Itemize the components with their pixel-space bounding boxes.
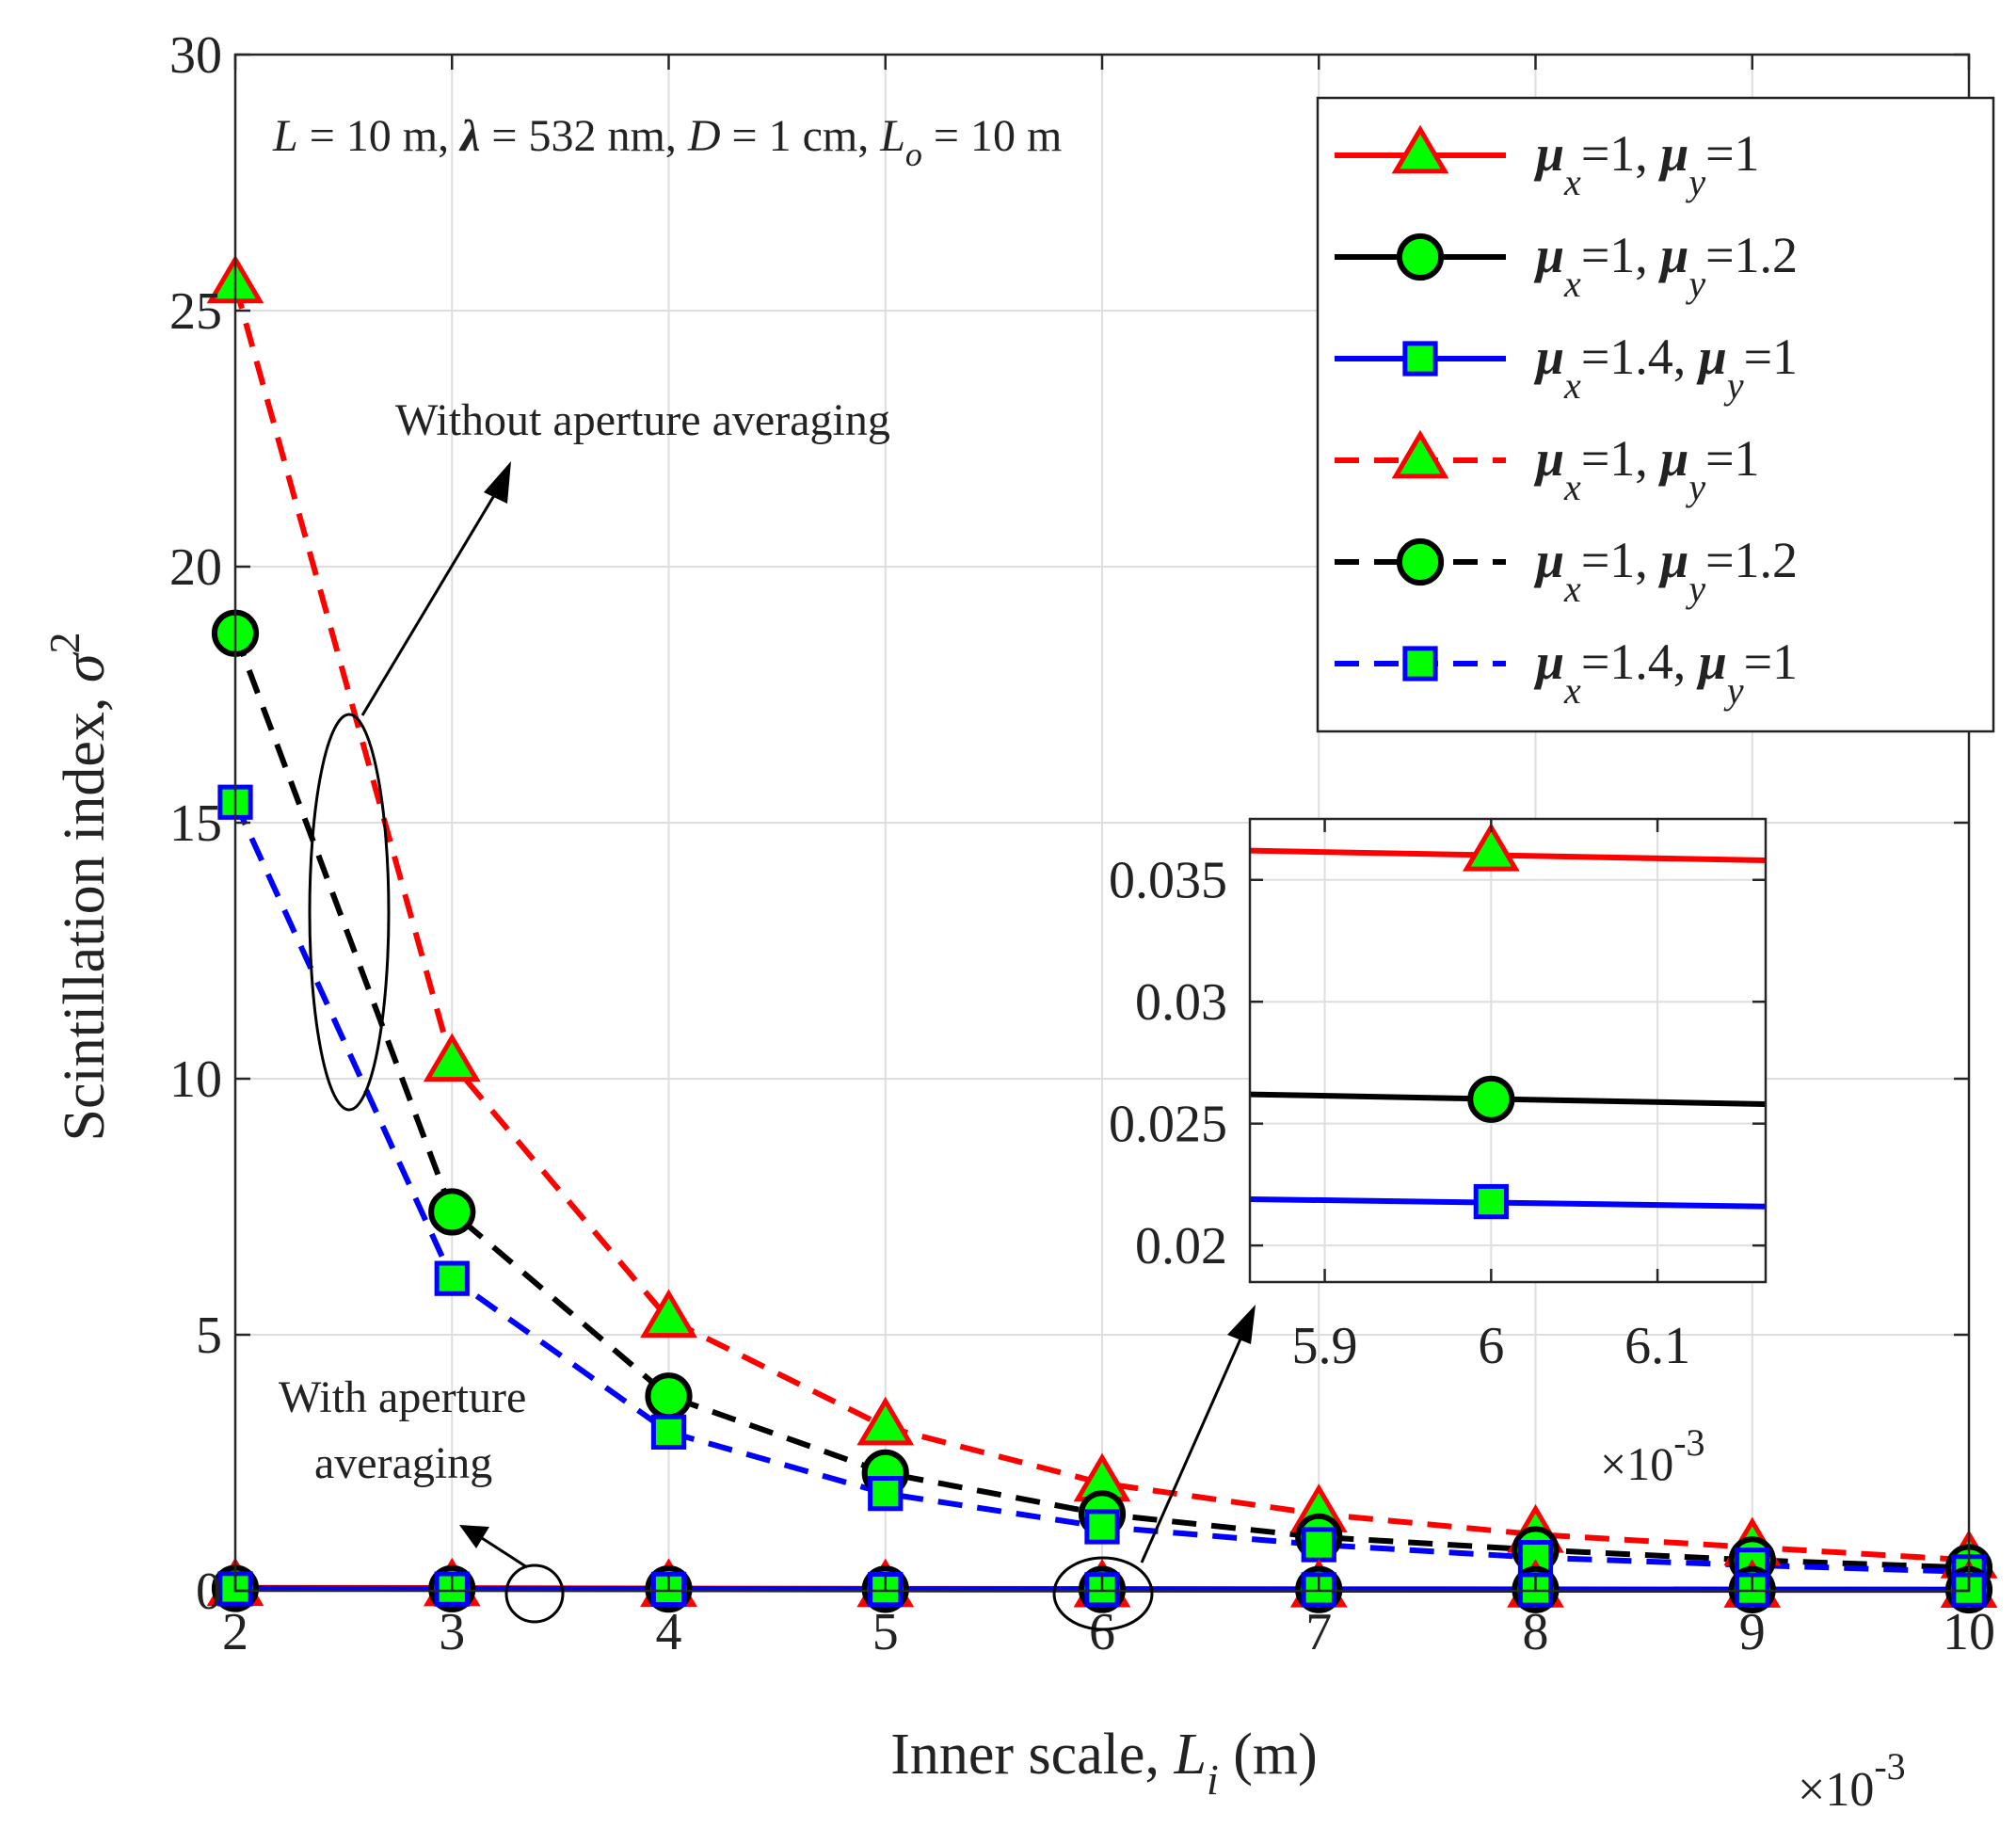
main-y-tick-label-4: 20	[169, 538, 222, 597]
main-y-tick-label-2: 10	[169, 1050, 222, 1109]
y-axis-label: Scintillation index, σ2	[40, 633, 117, 1142]
main-x-tick-label-6: 8	[1523, 1603, 1549, 1661]
legend-box	[1316, 96, 1995, 733]
without-arrowhead	[484, 461, 511, 504]
inset-y-tick-label-2: 0.03	[1135, 973, 1227, 1032]
with-label-line2: averaging	[314, 1438, 492, 1488]
legend-label-4: μx=1, μy=1.2	[1533, 532, 1798, 610]
series-5-point-5	[1301, 1527, 1336, 1563]
inset-x-multiplier: ×10-3	[1600, 1421, 1705, 1490]
inset-x-tick-label-2: 6.1	[1624, 1317, 1690, 1375]
series-5-point-3	[868, 1476, 904, 1512]
params-text: L = 10 m, λ = 532 nm, D = 1 cm, Lo = 10 …	[272, 111, 1062, 173]
series-5-point-2	[650, 1414, 687, 1450]
param-lambda: λ	[458, 111, 480, 161]
inset-x-tick-label-1: 6	[1478, 1317, 1504, 1375]
inset-grid	[1250, 819, 1766, 1282]
series-5-point-1	[434, 1260, 470, 1296]
with-circle	[504, 1563, 565, 1624]
legend-label-1: μx=1, μy=1.2	[1533, 227, 1798, 305]
main-y-tick-label-0: 0	[196, 1563, 222, 1621]
main-x-tick-label-3: 5	[872, 1603, 899, 1661]
legend-marker-4	[1396, 537, 1445, 586]
legend-label-5: μx=1.4, μy=1	[1533, 633, 1798, 712]
series-5-point-4	[1084, 1509, 1120, 1545]
zoom-arrowhead	[1227, 1305, 1256, 1344]
inset-series-point-0	[1462, 823, 1520, 872]
zoom-arrow	[1140, 1334, 1244, 1563]
main-x-tick-label-5: 7	[1305, 1603, 1332, 1661]
main-x-tick-label-1: 3	[439, 1603, 465, 1661]
series-3-point-3	[856, 1396, 915, 1446]
legend-label-0: μx=1, μy=1	[1533, 125, 1760, 203]
without-arrow	[360, 487, 501, 716]
inset-y-tick-label-0: 0.02	[1135, 1217, 1227, 1275]
inset-axes-box	[1248, 817, 1768, 1284]
main-x-tick-label-0: 2	[222, 1603, 248, 1661]
with-label-line1: With aperture	[279, 1372, 526, 1422]
main-axes: 2 3 4 5 6 7 8 9 10 0 5 10 15 20 25 30	[169, 26, 1995, 1661]
param-L: L	[272, 111, 298, 161]
legend: μx=1, μy=1 μx=1, μy=1.2 μx=1.4, μy=1 μx=1, …	[1316, 96, 1995, 733]
legend-marker-1	[1396, 233, 1445, 281]
series-3-point-2	[640, 1289, 697, 1339]
param-Lo: L	[879, 111, 905, 161]
series-4-point-1	[428, 1188, 476, 1236]
inset-y-tick-label-3: 0.035	[1109, 852, 1227, 910]
with-arrowhead	[459, 1525, 489, 1548]
legend-marker-5	[1402, 646, 1438, 681]
x-axis-label: Inner scale, Li (m)	[890, 1723, 1318, 1804]
main-y-tick-label-6: 30	[169, 26, 222, 85]
legend-marker-0	[1391, 124, 1449, 174]
series-3-point-1	[423, 1033, 481, 1082]
without-ellipse	[308, 713, 391, 1112]
main-y-tick-label-1: 5	[196, 1307, 222, 1365]
main-x-tick-label-7: 9	[1739, 1603, 1766, 1661]
annotations: L = 10 m, λ = 532 nm, D = 1 cm, Lo = 10 …	[272, 111, 1256, 1631]
without-label: Without aperture averaging	[395, 395, 890, 445]
inset-series	[1249, 823, 1767, 1220]
main-x-tick-label-4: 6	[1089, 1603, 1115, 1661]
with-arrow	[481, 1536, 528, 1569]
inset-y-tick-label-1: 0.025	[1109, 1096, 1227, 1154]
legend-label-2: μx=1.4, μy=1	[1533, 329, 1798, 407]
zoom-ellipse	[1052, 1556, 1154, 1631]
inset-x-tick-label-0: 5.9	[1292, 1317, 1358, 1375]
main-y-tick-label-5: 25	[169, 282, 222, 341]
legend-marker-2	[1402, 341, 1438, 377]
inset-axes: 5.9 6 6.1 0.02 0.025 0.03 0.035	[1109, 817, 1768, 1375]
series-line-3	[232, 283, 1970, 1563]
inset-chart: 5.9 6 6.1 0.02 0.025 0.03 0.035	[1109, 817, 1768, 1375]
axis-titles: Inner scale, Li (m) Scintillation index,…	[40, 633, 1906, 1817]
main-x-tick-label-2: 4	[656, 1603, 682, 1661]
main-y-tick-label-3: 15	[169, 794, 222, 853]
legend-label-3: μx=1, μy=1	[1533, 430, 1760, 508]
inset-series-point-2	[1473, 1183, 1509, 1220]
legend-marker-3	[1391, 429, 1449, 479]
main-x-tick-label-8: 10	[1943, 1603, 1995, 1661]
param-D: D	[687, 111, 721, 161]
inset-series-point-1	[1467, 1075, 1515, 1123]
series-4-point-2	[645, 1372, 693, 1420]
x-multiplier: ×10-3	[1798, 1745, 1906, 1817]
